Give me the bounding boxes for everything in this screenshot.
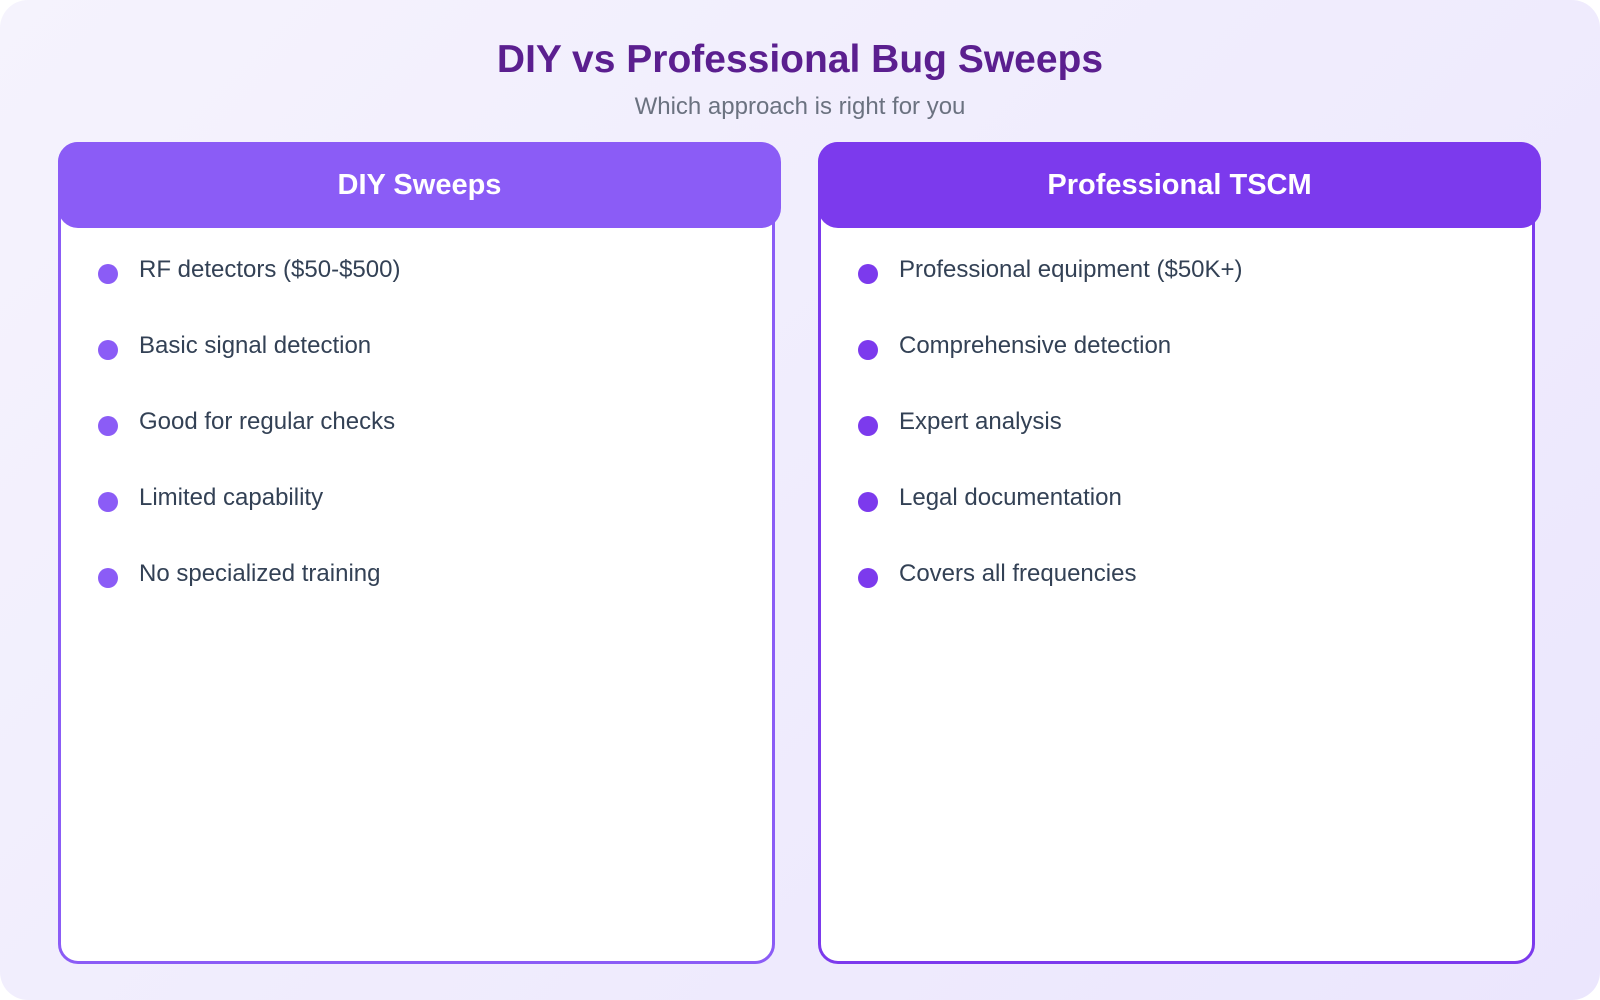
list-item: Professional equipment ($50K+) [858,256,1243,332]
list-item-text: Expert analysis [899,408,1062,435]
bullet-icon [858,492,878,512]
bullet-icon [98,340,118,360]
page-subtitle: Which approach is right for you [634,93,966,120]
list-item: No specialized training [98,560,400,636]
bullet-icon [858,416,878,436]
list-item-text: Legal documentation [899,484,1122,511]
diy-card: DIY Sweeps RF detectors ($50-$500) Basic… [58,142,781,964]
list-item: Comprehensive detection [858,332,1243,408]
list-item-text: No specialized training [139,560,381,587]
list-item: Limited capability [98,484,400,560]
bullet-icon [98,568,118,588]
list-item-text: Comprehensive detection [899,332,1172,359]
page-title: DIY vs Professional Bug Sweeps [496,38,1104,81]
list-item-text: RF detectors ($50-$500) [139,256,401,283]
diy-feature-list: RF detectors ($50-$500) Basic signal det… [98,256,400,636]
list-item-text: Limited capability [139,484,324,511]
diy-card-title: DIY Sweeps [58,142,781,228]
list-item: Basic signal detection [98,332,400,408]
list-item: Legal documentation [858,484,1243,560]
list-item: Covers all frequencies [858,560,1243,636]
list-item: RF detectors ($50-$500) [98,256,400,332]
bullet-icon [98,492,118,512]
bullet-icon [98,264,118,284]
list-item: Expert analysis [858,408,1243,484]
list-item-text: Covers all frequencies [899,560,1137,587]
professional-card-title: Professional TSCM [818,142,1541,228]
bullet-icon [858,568,878,588]
professional-card: Professional TSCM Professional equipment… [818,142,1541,964]
list-item-text: Professional equipment ($50K+) [899,256,1243,283]
bullet-icon [858,340,878,360]
bullet-icon [858,264,878,284]
bullet-icon [98,416,118,436]
list-item-text: Basic signal detection [139,332,372,359]
list-item: Good for regular checks [98,408,400,484]
list-item-text: Good for regular checks [139,408,396,435]
professional-feature-list: Professional equipment ($50K+) Comprehen… [858,256,1243,636]
